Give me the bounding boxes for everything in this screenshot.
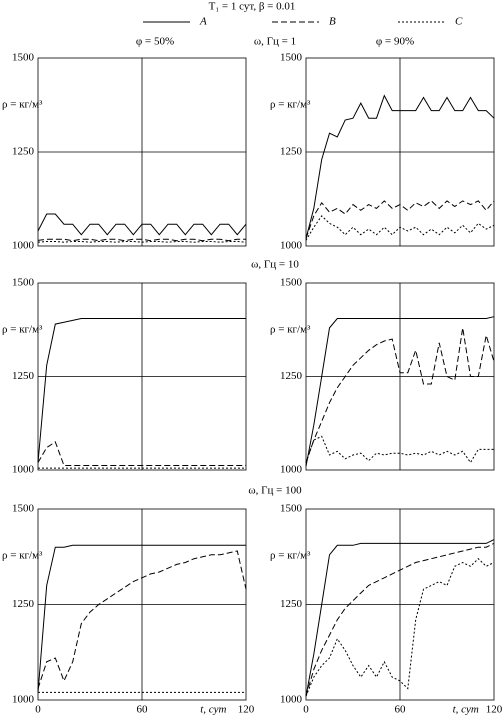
y-axis-label: ρ = кг/м³ — [270, 550, 311, 562]
y-tick-label: 1250 — [12, 370, 35, 382]
y-tick-label: 1500 — [280, 52, 303, 64]
x-tick-label: 60 — [395, 704, 407, 716]
series-line — [305, 558, 495, 697]
y-tick-label: 1250 — [12, 146, 35, 158]
series-line — [305, 94, 495, 239]
y-tick-label: 1250 — [12, 598, 35, 610]
y-tick-label: 1000 — [280, 694, 303, 706]
y-tick-label: 1000 — [280, 464, 303, 476]
series-line — [305, 316, 495, 467]
legend-label: C — [455, 16, 463, 28]
row-title: ω, Гц = 10 — [251, 259, 299, 271]
y-tick-label: 1500 — [280, 503, 303, 515]
series-line — [305, 200, 495, 239]
series-line — [37, 441, 246, 466]
column-title: φ = 90% — [376, 36, 414, 48]
x-tick-label: 120 — [486, 704, 503, 716]
y-tick-label: 1500 — [12, 503, 35, 515]
y-tick-label: 1250 — [280, 598, 303, 610]
y-tick-label: 1250 — [280, 370, 303, 382]
series-line — [305, 435, 494, 464]
y-axis-label: ρ = кг/м³ — [270, 99, 311, 111]
x-tick-label: 0 — [303, 704, 309, 716]
series-line — [37, 241, 247, 243]
x-axis-label: t, сут — [453, 704, 479, 716]
y-axis-label: ρ = кг/м³ — [270, 324, 311, 336]
y-tick-label: 1000 — [12, 240, 35, 252]
legend-label: A — [199, 16, 207, 28]
series-line — [305, 539, 495, 697]
x-axis-label: t, сут — [200, 704, 226, 716]
y-tick-label: 1250 — [280, 146, 303, 158]
row-title: ω, Гц = 100 — [248, 485, 302, 497]
series-line — [37, 213, 247, 236]
figure-title: T₁ = 1 сут, β = 0.01 — [209, 1, 296, 13]
series-line — [37, 238, 246, 242]
column-title: φ = 50% — [136, 36, 174, 48]
series-line — [37, 318, 246, 463]
y-tick-label: 1000 — [12, 464, 35, 476]
legend-label: B — [329, 16, 336, 28]
y-tick-label: 1500 — [12, 277, 35, 289]
x-tick-label: 120 — [238, 704, 255, 716]
y-tick-label: 1500 — [12, 52, 35, 64]
series-line — [37, 550, 247, 689]
x-tick-label: 0 — [35, 704, 41, 716]
series-line — [37, 544, 246, 693]
y-axis-label: ρ = кг/м³ — [2, 550, 43, 562]
y-tick-label: 1000 — [280, 240, 303, 252]
series-line — [305, 542, 495, 697]
y-tick-label: 1000 — [12, 694, 35, 706]
series-line — [305, 215, 495, 241]
series-line — [305, 327, 495, 463]
y-axis-label: ρ = кг/м³ — [2, 99, 43, 111]
row-title: ω, Гц = 1 — [254, 36, 296, 48]
y-axis-label: ρ = кг/м³ — [2, 324, 43, 336]
x-tick-label: 60 — [137, 704, 149, 716]
y-tick-label: 1500 — [280, 277, 303, 289]
